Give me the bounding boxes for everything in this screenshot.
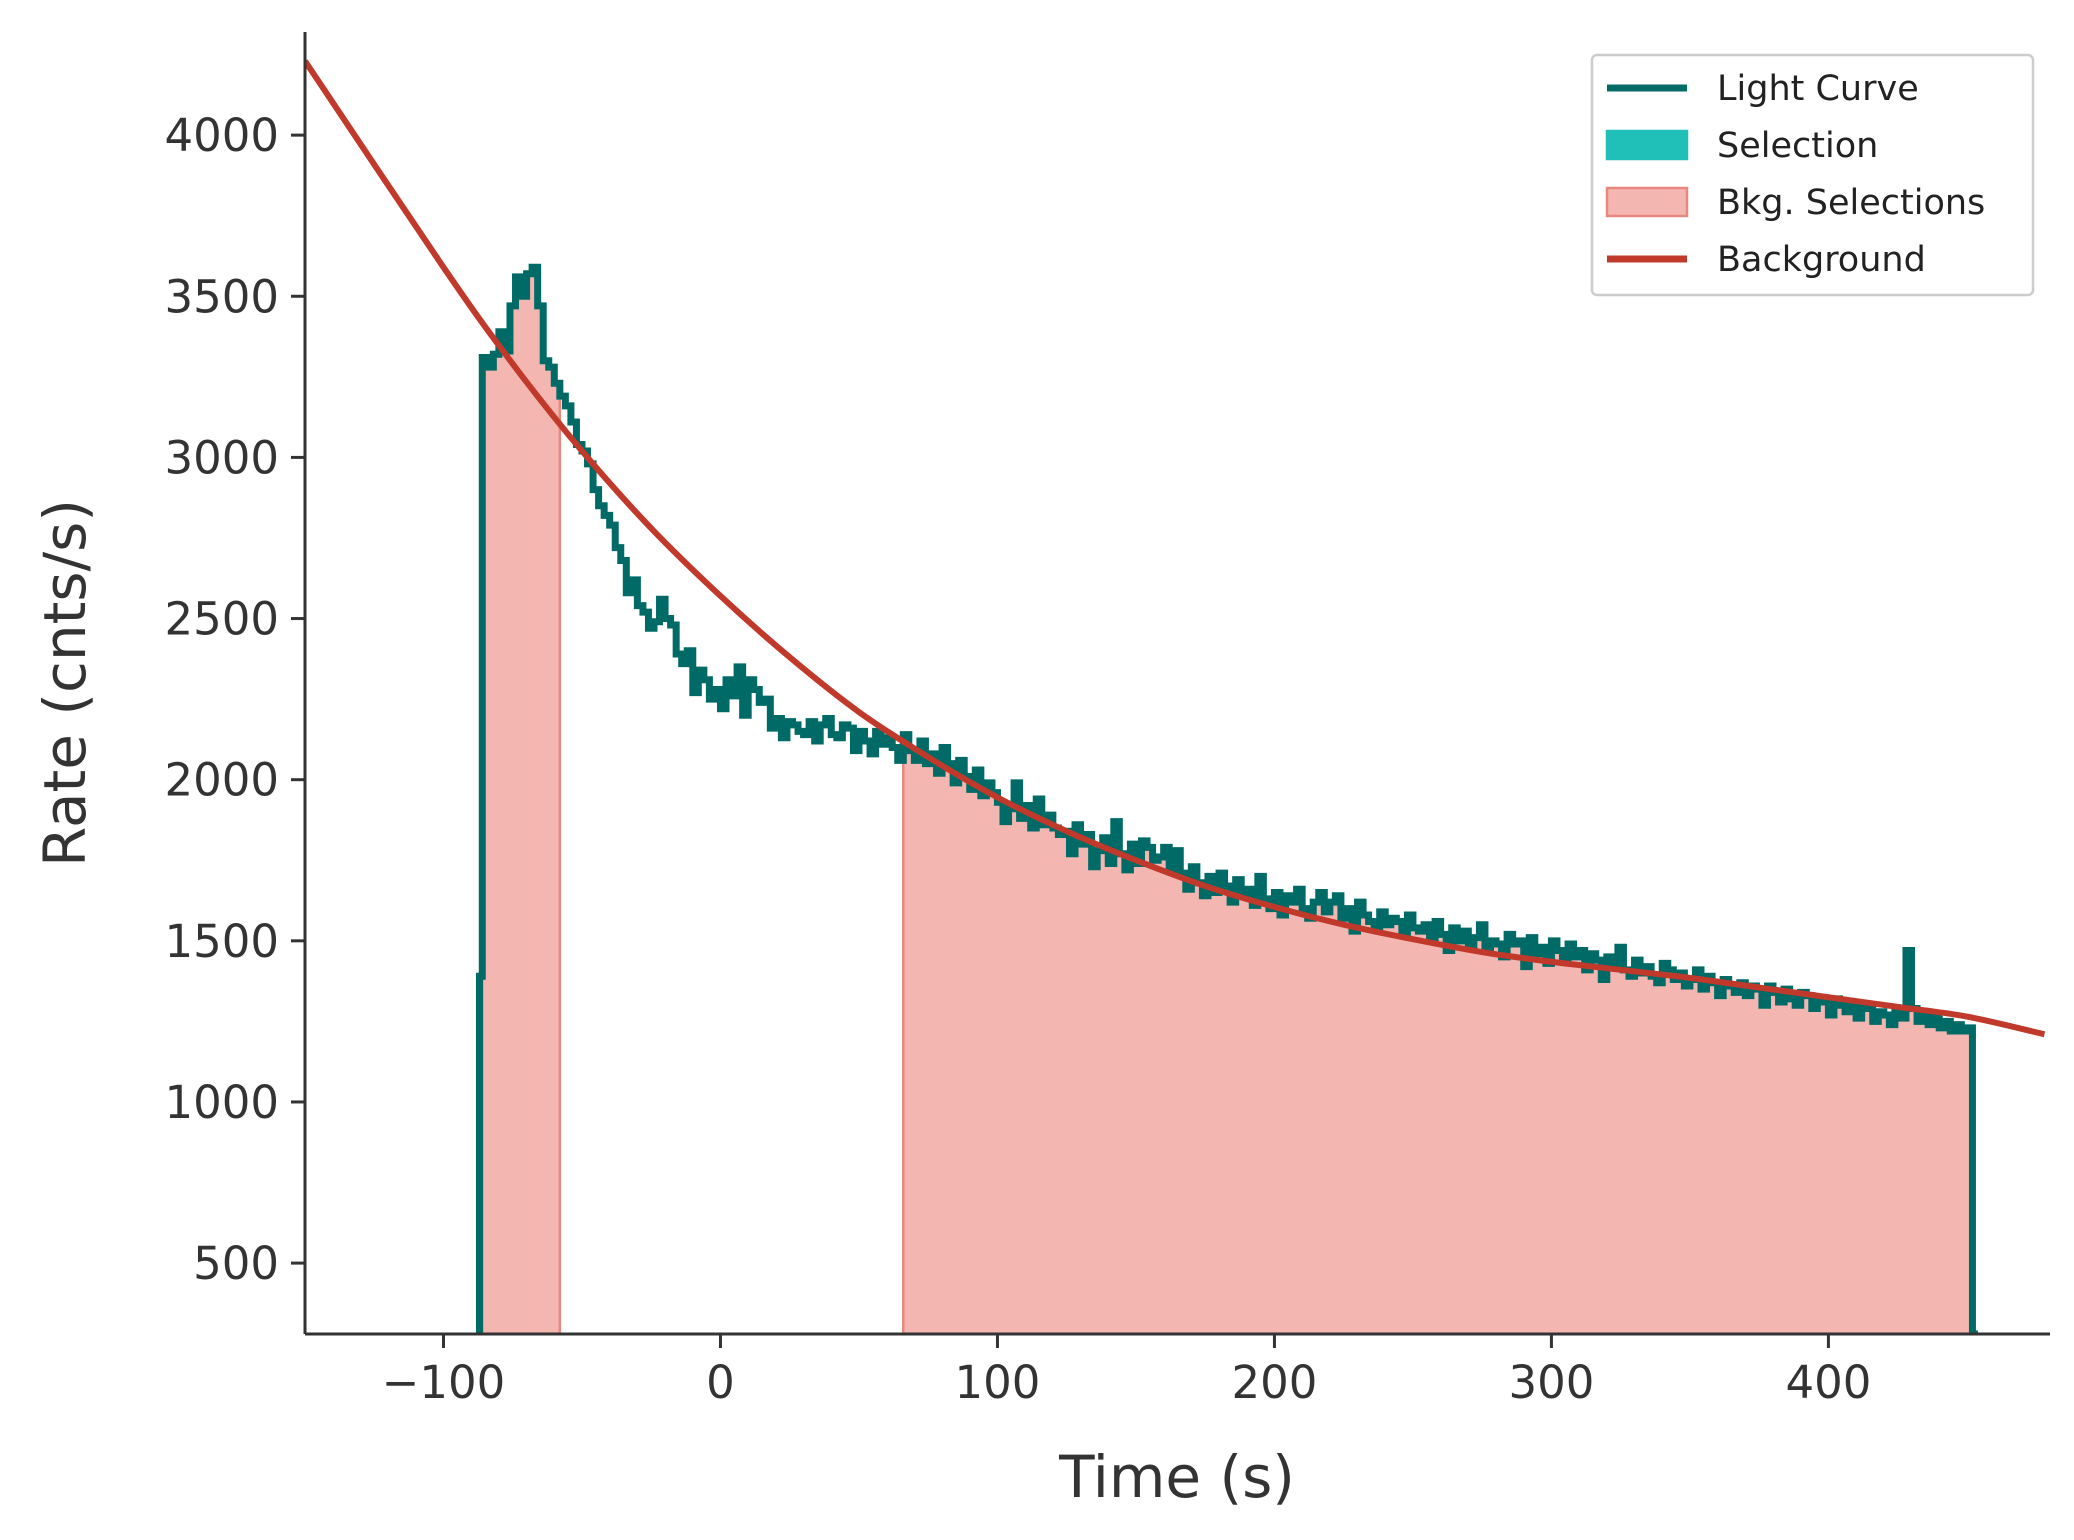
y-tick-label: 4000 <box>164 109 279 162</box>
legend-swatch-patch <box>1605 129 1689 161</box>
legend-label: Selection <box>1717 126 1878 166</box>
plot-area <box>305 59 2046 1334</box>
y-tick-label: 2000 <box>164 754 279 807</box>
legend-entry: Bkg. Selections <box>1605 183 1985 223</box>
x-tick-label: 200 <box>1231 1356 1317 1409</box>
axes <box>303 32 2050 1336</box>
legend-frame <box>1590 53 2035 297</box>
legend-label: Bkg. Selections <box>1717 183 1985 223</box>
y-tick-label: 2500 <box>164 593 279 646</box>
x-tick-label: −100 <box>382 1356 506 1409</box>
y-tick-label: 3500 <box>164 270 279 323</box>
y-axis-label: Rate (cnts/s) <box>31 499 99 867</box>
y-tick-label: 1000 <box>164 1076 279 1129</box>
bkg-selection-region-1 <box>481 266 562 1334</box>
series-layer <box>305 59 2046 1334</box>
x-tick-label: 400 <box>1785 1356 1871 1409</box>
x-tick-label: 0 <box>706 1356 735 1409</box>
legend-label: Background <box>1717 240 1926 280</box>
legend: Light Curve Selection Bkg. Selections Backg… <box>1590 53 2035 297</box>
y-tick-label: 1500 <box>164 915 279 968</box>
legend-swatch-patch <box>1605 186 1689 218</box>
y-tick-label: 3000 <box>164 431 279 484</box>
light-curve-series <box>476 263 1978 1334</box>
background-model-series <box>305 59 2046 1038</box>
legend-entry: Selection <box>1605 126 1878 166</box>
x-tick-label: 100 <box>955 1356 1041 1409</box>
x-axis-label: Time (s) <box>1058 1443 1295 1511</box>
x-tick-label: 300 <box>1508 1356 1594 1409</box>
bkg-selection-region-2 <box>902 733 1978 1334</box>
y-ticks: 500 1000 1500 2000 2500 3000 3500 4000 <box>164 109 305 1290</box>
bkg-selections-fill <box>481 266 1978 1334</box>
x-ticks: −100 0 100 200 300 400 <box>382 1334 1871 1409</box>
legend-entry: Light Curve <box>1607 69 1919 109</box>
y-tick-label: 500 <box>193 1237 279 1290</box>
legend-label: Light Curve <box>1717 69 1919 109</box>
legend-entry: Background <box>1607 240 1926 280</box>
